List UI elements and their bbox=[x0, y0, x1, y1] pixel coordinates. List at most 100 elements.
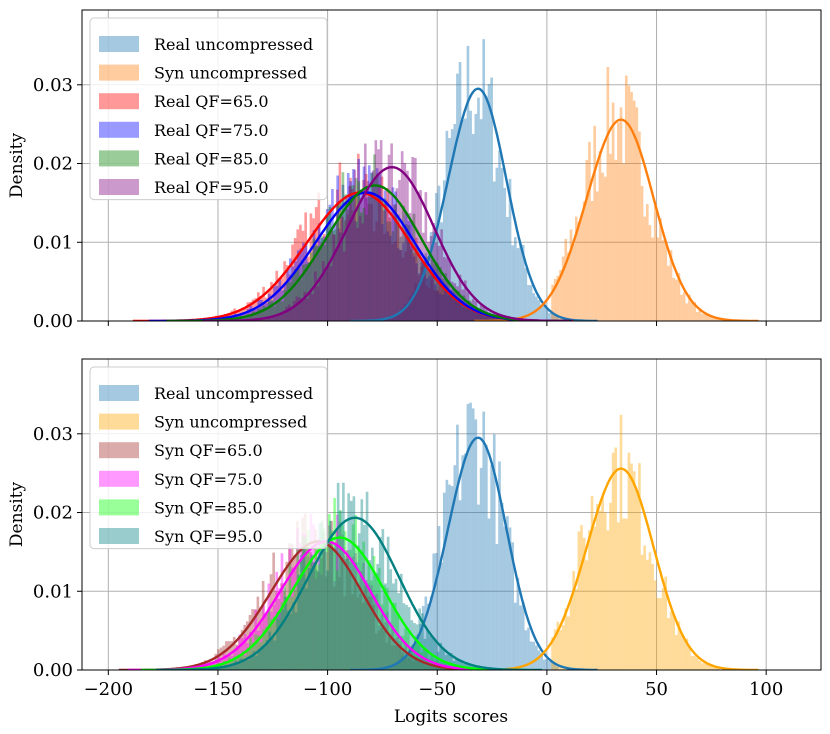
hist-bar bbox=[266, 317, 270, 321]
hist-bar bbox=[412, 656, 415, 670]
hist-bar bbox=[487, 518, 491, 670]
hist-bar bbox=[319, 557, 323, 670]
hist-bar bbox=[226, 666, 229, 670]
hist-bar bbox=[308, 291, 312, 321]
hist-bar bbox=[464, 308, 468, 321]
hist-bar bbox=[409, 658, 412, 670]
hist-bar bbox=[351, 210, 355, 321]
hist-bar bbox=[262, 629, 265, 670]
hist-bar bbox=[352, 185, 355, 321]
hist-bar bbox=[422, 658, 426, 670]
hist-bar bbox=[423, 638, 427, 670]
hist-bar bbox=[486, 314, 489, 321]
hist-bar bbox=[371, 170, 375, 321]
hist-bar bbox=[532, 641, 536, 670]
hist-bar bbox=[315, 570, 319, 670]
hist-bar bbox=[635, 489, 639, 670]
hist-bar bbox=[244, 660, 248, 670]
hist-bar bbox=[364, 585, 368, 670]
hist-bar bbox=[624, 518, 628, 670]
hist-bar bbox=[477, 504, 480, 670]
hist-bar bbox=[435, 289, 439, 321]
hist-bar bbox=[387, 317, 391, 321]
hist-bar bbox=[391, 625, 394, 670]
hist-bar bbox=[292, 602, 295, 670]
hist-bar bbox=[370, 585, 373, 670]
hist-bar bbox=[408, 296, 412, 321]
hist-bar bbox=[567, 616, 570, 670]
hist-bar bbox=[338, 521, 342, 670]
hist-bar bbox=[388, 217, 392, 321]
hist-bar bbox=[352, 496, 356, 670]
hist-bar bbox=[323, 543, 327, 670]
hist-bar bbox=[222, 660, 226, 670]
hist-bar bbox=[401, 635, 405, 670]
hist-bar bbox=[577, 531, 581, 670]
hist-bar bbox=[312, 218, 315, 321]
hist-bar bbox=[445, 130, 449, 321]
hist-bar bbox=[265, 303, 268, 321]
hist-bar bbox=[416, 634, 420, 670]
hist-bar bbox=[387, 666, 391, 670]
hist-bar bbox=[417, 659, 420, 670]
hist-bar bbox=[272, 616, 276, 670]
hist-bar bbox=[432, 666, 436, 670]
hist-bar bbox=[455, 658, 458, 670]
hist-bar bbox=[500, 502, 504, 670]
hist-bar bbox=[291, 273, 295, 321]
hist-bar bbox=[429, 232, 433, 321]
hist-bar bbox=[491, 315, 495, 321]
hist-bar bbox=[475, 311, 479, 321]
hist-bar bbox=[296, 229, 300, 321]
hist-bar bbox=[494, 317, 497, 321]
hist-bar bbox=[577, 221, 581, 321]
hist-bar bbox=[406, 631, 410, 670]
hist-bar bbox=[479, 467, 483, 670]
hist-bar bbox=[374, 633, 378, 670]
hist-bar bbox=[706, 663, 710, 670]
hist-bar bbox=[312, 566, 315, 670]
hist-bar bbox=[404, 628, 407, 670]
hist-bar bbox=[640, 554, 644, 670]
hist-bar bbox=[556, 621, 560, 670]
hist-bar bbox=[485, 314, 489, 321]
hist-bar bbox=[471, 408, 475, 670]
hist-bar bbox=[396, 248, 400, 321]
hist-bar bbox=[238, 634, 242, 670]
hist-bar bbox=[632, 100, 636, 321]
hist-bar bbox=[446, 281, 450, 321]
hist-bar bbox=[281, 301, 284, 321]
hist-bar bbox=[390, 317, 393, 321]
legend-box bbox=[89, 17, 328, 201]
hist-bar bbox=[328, 520, 332, 670]
hist-bar bbox=[693, 655, 697, 670]
hist-bar bbox=[397, 593, 400, 670]
hist-bar bbox=[302, 548, 306, 670]
hist-bar bbox=[475, 311, 479, 321]
hist-bar bbox=[433, 284, 437, 321]
hist-bar bbox=[400, 307, 404, 321]
hist-bar bbox=[228, 665, 232, 670]
hist-bar bbox=[438, 278, 442, 321]
hist-bar bbox=[391, 243, 394, 321]
hist-bar bbox=[232, 636, 236, 670]
hist-bar bbox=[545, 308, 549, 321]
hist-bar bbox=[331, 548, 335, 670]
hist-bar bbox=[343, 596, 347, 670]
hist-bar bbox=[411, 292, 415, 321]
hist-bar bbox=[446, 292, 450, 321]
hist-bar bbox=[551, 284, 554, 321]
hist-bar bbox=[323, 245, 326, 321]
hist-bar bbox=[409, 651, 413, 670]
hist-bar bbox=[435, 242, 438, 321]
histogram-syn-uncompressed bbox=[551, 414, 720, 670]
hist-bar bbox=[496, 317, 500, 321]
hist-bar bbox=[440, 562, 443, 670]
hist-bar bbox=[267, 607, 271, 670]
hist-bar bbox=[264, 614, 268, 670]
hist-bar bbox=[296, 521, 299, 670]
hist-bar bbox=[269, 316, 272, 321]
hist-bar bbox=[369, 194, 372, 321]
hist-bar bbox=[369, 596, 373, 670]
hist-bar bbox=[535, 645, 538, 670]
